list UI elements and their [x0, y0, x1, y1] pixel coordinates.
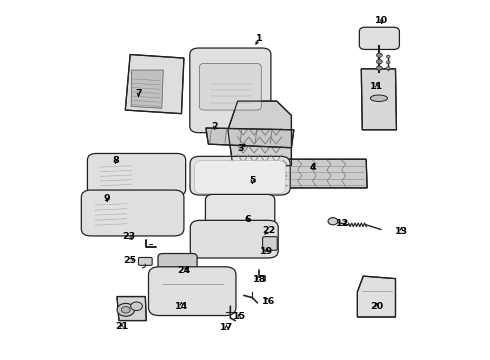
Circle shape	[376, 53, 382, 57]
Text: 7: 7	[135, 89, 142, 98]
Text: 20: 20	[370, 302, 384, 311]
FancyBboxPatch shape	[190, 220, 278, 258]
FancyBboxPatch shape	[199, 63, 261, 110]
Text: 10: 10	[375, 16, 389, 25]
Text: 23: 23	[122, 232, 135, 241]
Circle shape	[386, 67, 390, 69]
Text: 24: 24	[177, 266, 191, 275]
Text: 16: 16	[262, 297, 275, 306]
Circle shape	[376, 59, 382, 64]
FancyBboxPatch shape	[87, 153, 186, 196]
Polygon shape	[131, 70, 163, 108]
Circle shape	[386, 55, 390, 58]
FancyBboxPatch shape	[139, 257, 152, 265]
Polygon shape	[117, 297, 147, 320]
Text: 9: 9	[104, 194, 111, 203]
FancyBboxPatch shape	[359, 27, 399, 49]
Text: 8: 8	[112, 156, 119, 165]
FancyBboxPatch shape	[263, 237, 277, 250]
Text: 12: 12	[336, 219, 349, 228]
Polygon shape	[125, 54, 184, 114]
FancyBboxPatch shape	[81, 190, 184, 236]
Circle shape	[117, 303, 135, 316]
Circle shape	[122, 307, 130, 313]
Ellipse shape	[370, 95, 388, 102]
FancyBboxPatch shape	[148, 267, 236, 316]
Text: 21: 21	[115, 322, 128, 331]
Polygon shape	[357, 276, 395, 317]
Text: 2: 2	[211, 122, 218, 131]
Text: 25: 25	[123, 256, 137, 265]
Circle shape	[386, 61, 390, 64]
FancyBboxPatch shape	[205, 194, 275, 226]
Polygon shape	[206, 128, 294, 148]
Text: 11: 11	[370, 82, 384, 91]
FancyBboxPatch shape	[158, 253, 197, 275]
Circle shape	[376, 66, 382, 70]
Text: 19: 19	[260, 247, 273, 256]
FancyBboxPatch shape	[190, 156, 290, 195]
FancyBboxPatch shape	[195, 161, 286, 194]
Text: 4: 4	[309, 163, 316, 172]
Text: 22: 22	[262, 226, 275, 235]
Text: 17: 17	[220, 323, 233, 332]
Polygon shape	[278, 159, 367, 188]
Text: 14: 14	[175, 302, 188, 311]
Text: 6: 6	[244, 215, 251, 224]
Text: 5: 5	[249, 176, 256, 185]
Circle shape	[328, 218, 338, 225]
Polygon shape	[228, 101, 292, 166]
Text: 13: 13	[395, 228, 408, 237]
Polygon shape	[361, 69, 396, 130]
Text: 18: 18	[253, 275, 267, 284]
Text: 1: 1	[256, 34, 263, 43]
Circle shape	[131, 302, 143, 311]
Text: 15: 15	[233, 312, 245, 321]
FancyBboxPatch shape	[190, 48, 271, 133]
Text: 3: 3	[238, 144, 245, 153]
